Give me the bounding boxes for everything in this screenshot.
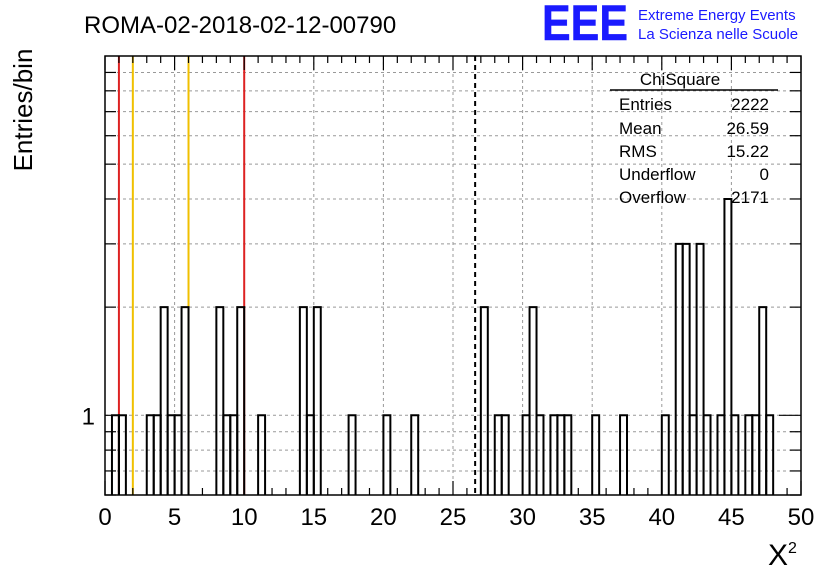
x-tick-label: 20: [370, 504, 397, 531]
histogram-bin: [383, 415, 390, 495]
histogram-bin: [230, 415, 237, 495]
histogram-bin: [683, 244, 690, 495]
y-tick-label: 1: [82, 403, 95, 430]
histogram-bin: [481, 307, 488, 495]
histogram-bin: [752, 415, 759, 495]
histogram-bin: [759, 307, 766, 495]
stats-rms-label: RMS: [619, 142, 657, 161]
histogram-bin: [690, 415, 697, 495]
x-tick-label: 45: [718, 504, 745, 531]
histogram-bin: [223, 415, 230, 495]
x-tick-label: 5: [168, 504, 181, 531]
x-tick-label: 25: [440, 504, 467, 531]
histogram-bin: [537, 415, 544, 495]
y-axis-title: Entries/bin: [8, 49, 38, 172]
histogram-bin: [704, 415, 711, 495]
histogram-bin: [523, 415, 530, 495]
histogram-bin: [300, 307, 307, 495]
histogram-bin: [154, 415, 161, 495]
histogram-bin: [411, 415, 418, 495]
histogram-bin: [745, 415, 752, 495]
chart-title: ROMA-02-2018-02-12-00790: [84, 12, 396, 39]
x-axis-title-base: X: [768, 539, 788, 572]
histogram-bin: [258, 415, 265, 495]
stats-underflow-value: 0: [760, 165, 769, 184]
x-tick-label: 0: [98, 504, 111, 531]
histogram-bin: [168, 415, 175, 495]
histogram-bin: [147, 415, 154, 495]
histogram-bin: [662, 415, 669, 495]
histogram-bin: [557, 415, 564, 495]
histogram-bin: [307, 415, 314, 495]
stats-box-title: ChiSquare: [640, 70, 720, 89]
histogram-bin: [592, 415, 599, 495]
histogram-bin: [216, 307, 223, 495]
stats-entries-value: 2222: [731, 95, 769, 114]
histogram-bin: [314, 307, 321, 495]
histogram-bin: [119, 415, 126, 495]
branding-line-1: Extreme Energy Events: [638, 7, 796, 24]
histogram-bin: [182, 307, 189, 495]
stats-mean-value: 26.59: [726, 119, 769, 138]
x-tick-label: 40: [648, 504, 675, 531]
histogram-bin: [676, 244, 683, 495]
x-tick-label: 10: [231, 504, 258, 531]
histogram-bin: [717, 415, 724, 495]
histogram-bin: [495, 415, 502, 495]
histogram-bin: [550, 415, 557, 495]
stats-entries-label: Entries: [619, 95, 672, 114]
x-tick-label: 15: [300, 504, 327, 531]
histogram-bin: [349, 415, 356, 495]
x-axis-title: X2: [768, 539, 797, 572]
stats-overflow-value: 2171: [731, 188, 769, 207]
branding-line-2: La Scienza nelle Scuole: [638, 26, 798, 43]
histogram-bin: [237, 307, 244, 495]
stats-underflow-label: Underflow: [619, 165, 696, 184]
x-axis-title-superscript: 2: [788, 540, 797, 557]
x-tick-label: 30: [509, 504, 536, 531]
histogram-bin: [697, 244, 704, 495]
histogram-bin: [112, 415, 119, 495]
stats-rms-value: 15.22: [726, 142, 769, 161]
histogram-bin: [766, 415, 773, 495]
stats-box: ChiSquare Entries 2222 Mean 26.59 RMS 15…: [610, 70, 778, 207]
histogram-bin: [731, 415, 738, 495]
histogram-bin: [161, 307, 168, 495]
x-tick-label: 50: [788, 504, 815, 531]
eee-logo: EEE: [542, 0, 628, 51]
histogram-bin: [175, 415, 182, 495]
stats-overflow-label: Overflow: [619, 188, 687, 207]
histogram-bin: [530, 307, 537, 495]
histogram-bin: [502, 415, 509, 495]
histogram-bin: [564, 415, 571, 495]
histogram-bin: [620, 415, 627, 495]
stats-mean-label: Mean: [619, 119, 662, 138]
reference-lines: [119, 56, 475, 495]
x-tick-label: 35: [579, 504, 606, 531]
